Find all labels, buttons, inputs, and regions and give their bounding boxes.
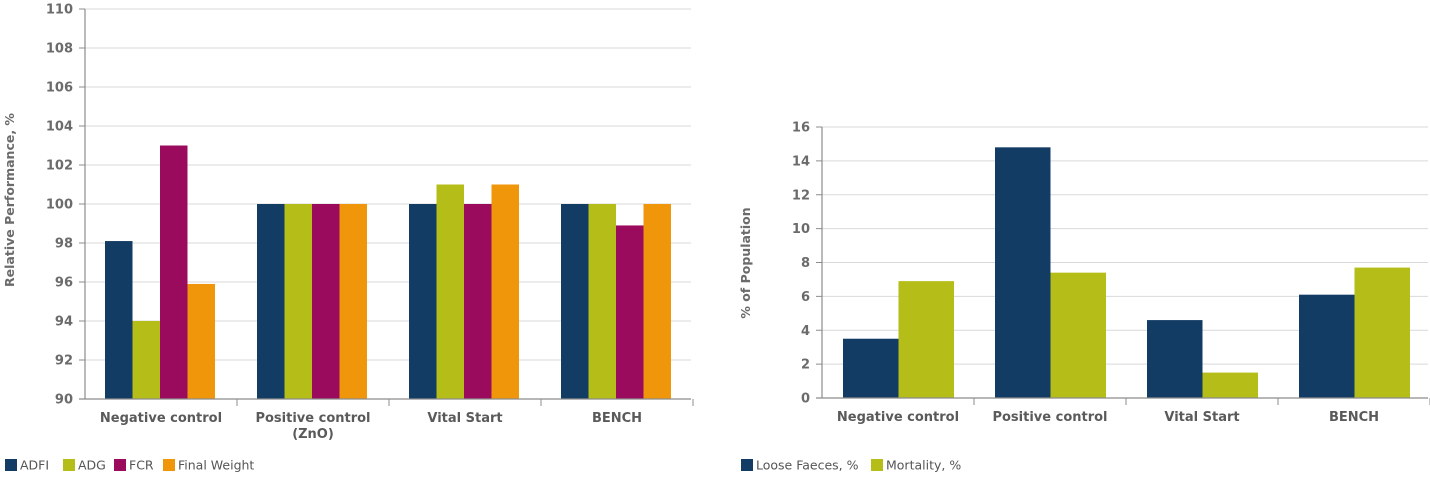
bar-final-weight	[339, 204, 367, 399]
x-category-label: Vital Start	[1164, 410, 1239, 425]
bar-adg	[132, 321, 160, 399]
y-tick-label: 110	[46, 3, 73, 18]
bar-final-weight	[491, 184, 519, 399]
legend: Loose Faeces, % Mortality, %	[741, 458, 961, 473]
legend-label: ADG	[78, 458, 106, 473]
bar-adfi	[257, 204, 285, 399]
legend-label: ADFI	[20, 458, 49, 473]
y-axis-title: Relative Performance, %	[2, 113, 17, 287]
legend-swatch	[63, 459, 75, 471]
legend-swatch	[163, 459, 175, 471]
bar-mortality	[898, 281, 954, 398]
x-category-label: Negative control	[837, 410, 959, 425]
y-tick-label: 8	[801, 256, 810, 271]
legend-swatch	[114, 459, 126, 471]
y-tick-label: 96	[55, 276, 73, 291]
x-category-label: BENCH	[1329, 410, 1379, 425]
bar-final-weight	[643, 204, 671, 399]
legend-label: FCR	[129, 458, 154, 473]
bar-loose-faeces	[1299, 294, 1355, 398]
bar-fcr	[160, 145, 188, 399]
y-tick-label: 106	[46, 81, 73, 96]
y-tick-label: 6	[801, 290, 810, 305]
y-tick-label: 100	[46, 198, 73, 213]
legend-label: Final Weight	[178, 458, 254, 473]
legend-swatch	[871, 459, 883, 471]
bar-adg	[436, 184, 464, 399]
y-axis-title: % of Population	[738, 207, 753, 318]
bar-mortality	[1354, 267, 1410, 398]
y-tick-label: 14	[792, 154, 810, 169]
y-tick-label: 102	[46, 159, 73, 174]
bar-adg	[284, 204, 312, 399]
x-category-label: Positive control (ZnO)	[255, 411, 370, 442]
bar-loose-faeces	[1147, 320, 1203, 398]
y-tick-label: 104	[46, 120, 73, 135]
y-tick-label: 2	[801, 358, 810, 373]
y-tick-label: 98	[55, 237, 73, 252]
y-tick-label: 12	[792, 188, 810, 203]
x-category-label: Vital Start	[427, 411, 502, 426]
y-tick-label: 92	[55, 354, 73, 369]
x-category-label: BENCH	[592, 411, 642, 426]
x-category-label: Positive control	[992, 410, 1107, 425]
legend-swatch	[5, 459, 17, 471]
bar-adfi	[409, 204, 437, 399]
legend-swatch	[741, 459, 753, 471]
legend-label: Loose Faeces, %	[756, 458, 859, 473]
y-tick-label: 108	[46, 42, 73, 57]
bar-fcr	[464, 204, 492, 399]
bar-adfi	[105, 241, 133, 399]
bar-fcr	[312, 204, 340, 399]
bar-mortality	[1202, 372, 1258, 398]
x-category-label: Negative control	[100, 411, 222, 426]
chart-1: 90 92 94 96 98 100 102 104 106 108 110 Negative con…	[2, 3, 694, 473]
bar-mortality	[1050, 272, 1106, 398]
y-tick-label: 10	[792, 222, 810, 237]
bar-adg	[588, 204, 616, 399]
chart-2: 0 2 4 6 8 10 12 14 16 Negative control Positive co…	[738, 121, 1430, 473]
y-tick-label: 90	[55, 393, 73, 408]
y-tick-label: 4	[801, 324, 810, 339]
y-tick-label: 0	[801, 392, 810, 407]
legend-label: Mortality, %	[886, 458, 961, 473]
legend: ADFI ADG FCR Final Weight	[5, 458, 254, 473]
bar-loose-faeces	[995, 147, 1051, 398]
bar-final-weight	[187, 283, 215, 399]
bar-fcr	[616, 225, 644, 399]
y-tick-label: 94	[55, 315, 73, 330]
bar-adfi	[561, 204, 589, 399]
y-tick-label: 16	[792, 121, 810, 136]
bar-loose-faeces	[843, 338, 899, 398]
